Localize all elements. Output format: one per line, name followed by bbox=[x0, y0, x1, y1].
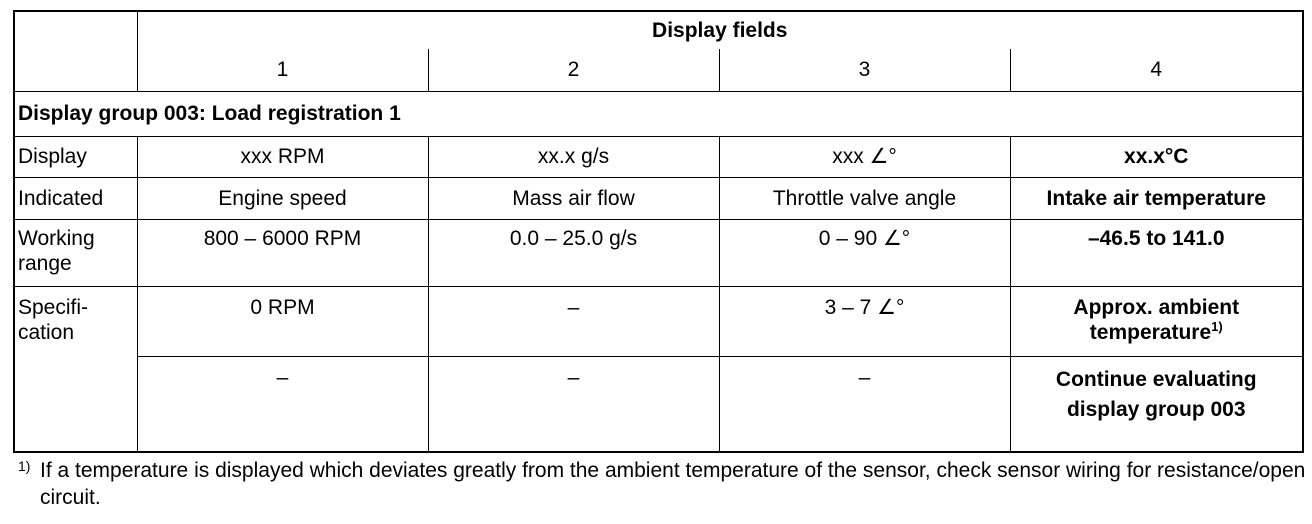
cell: – bbox=[718, 355, 1011, 453]
cell: Engine speed bbox=[136, 176, 429, 220]
cell: Intake air temperature bbox=[1009, 176, 1304, 220]
cell: Throttle valve angle bbox=[718, 176, 1011, 220]
column-number: 2 bbox=[427, 49, 720, 92]
cell: 3 – 7 ∠° bbox=[718, 285, 1011, 357]
row-label: Working range bbox=[13, 218, 138, 287]
cell: xx.x g/s bbox=[427, 135, 720, 178]
column-number: 3 bbox=[718, 49, 1011, 92]
cell: – bbox=[427, 285, 720, 357]
cell-text: Approx. ambient temperature bbox=[1073, 295, 1240, 344]
footnote: 1) If a temperature is displayed which d… bbox=[18, 457, 1308, 511]
cell: 0.0 – 25.0 g/s bbox=[427, 218, 720, 287]
footnote-text: If a temperature is displayed which devi… bbox=[40, 459, 1306, 509]
cell: 0 – 90 ∠° bbox=[718, 218, 1011, 287]
cell: Mass air flow bbox=[427, 176, 720, 220]
footnote-marker: 1) bbox=[18, 458, 31, 474]
footnote-ref: 1) bbox=[1211, 318, 1223, 334]
row-label: Display bbox=[13, 135, 138, 178]
cell: 0 RPM bbox=[136, 285, 429, 357]
cell: xxx ∠° bbox=[718, 135, 1011, 178]
group-title: Display group 003: Load registration 1 bbox=[13, 90, 1304, 137]
row-label: Indicated bbox=[13, 176, 138, 220]
data-table: Display fields 1 2 3 4 Display group 003… bbox=[13, 10, 1304, 453]
cell: xxx RPM bbox=[136, 135, 429, 178]
cell: – bbox=[136, 355, 429, 453]
row-label: Specifi-cation bbox=[13, 285, 138, 453]
header-title: Display fields bbox=[136, 10, 1304, 49]
corner-cell bbox=[13, 10, 138, 92]
cell: Continue evaluating display group 003 bbox=[1009, 355, 1304, 453]
column-number: 4 bbox=[1009, 49, 1304, 92]
column-number: 1 bbox=[136, 49, 429, 92]
cell: Approx. ambient temperature1) bbox=[1009, 285, 1304, 357]
cell: –46.5 to 141.0 bbox=[1009, 218, 1304, 287]
cell: – bbox=[427, 355, 720, 453]
cell: 800 – 6000 RPM bbox=[136, 218, 429, 287]
cell: xx.x°C bbox=[1009, 135, 1304, 178]
